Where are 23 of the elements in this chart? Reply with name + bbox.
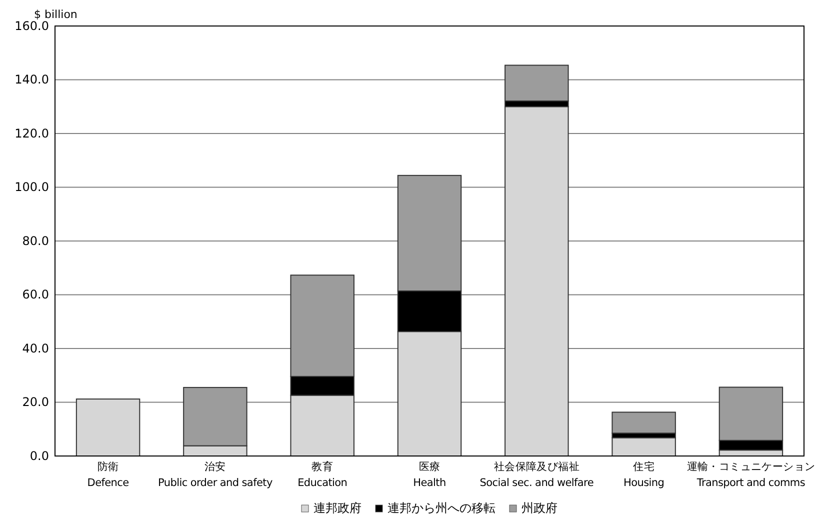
legend-label: 連邦から州への移転: [388, 501, 496, 515]
y-tick-label: 80.0: [22, 234, 49, 248]
y-tick-label: 40.0: [22, 341, 49, 356]
y-tick-label: 100.0: [14, 180, 49, 194]
x-tick-label: 教育 Education: [298, 460, 348, 489]
legend-label: 連邦政府: [314, 501, 362, 515]
x-tick-label: 医療 Health: [413, 460, 446, 489]
y-tick-label: 120.0: [14, 126, 49, 140]
y-tick-label: 0.0: [30, 448, 49, 463]
y-tick-label: 60.0: [22, 288, 49, 302]
y-tick-label: 140.0: [14, 72, 49, 87]
x-tick-label: 治安 Public order and safety: [158, 460, 272, 489]
x-tick-label: 防衛 Defence: [87, 460, 129, 489]
x-tick-label: 住宅 Housing: [624, 460, 664, 489]
y-tick-label: 160.0: [14, 18, 49, 33]
y-tick-label: 20.0: [22, 395, 49, 410]
x-tick-label: 運輸・コミュニケーション Transport and comms: [686, 461, 816, 489]
bar: [76, 398, 140, 456]
x-tick-label: 社会保障及び福祉 Social sec. and welfare: [480, 460, 594, 489]
bar: [612, 412, 676, 434]
bar: [612, 437, 676, 456]
y-axis-title: $ billion: [34, 8, 78, 21]
legend-label: 州政府: [522, 501, 558, 515]
